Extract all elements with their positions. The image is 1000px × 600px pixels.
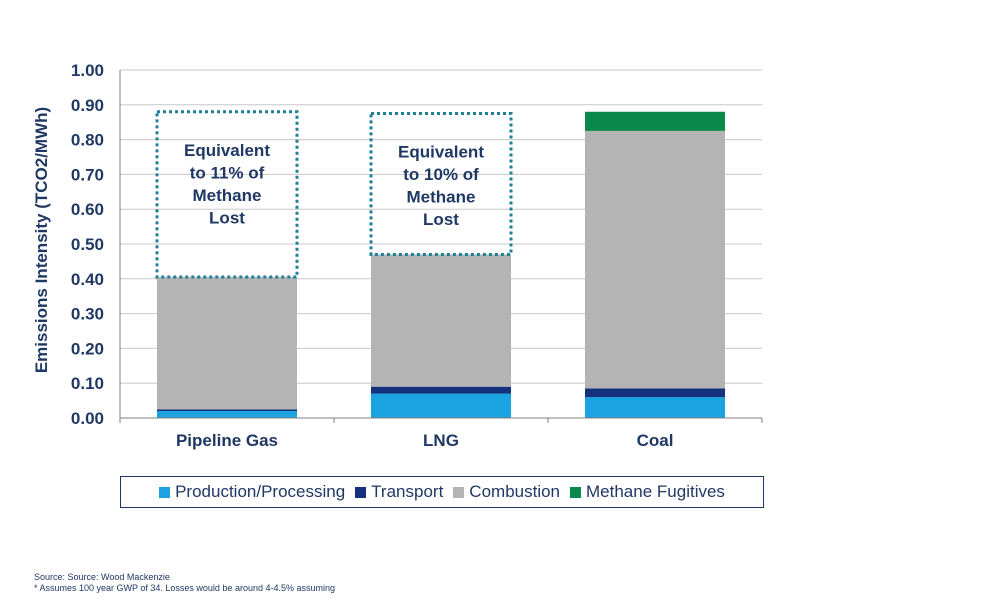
bars [157,111,725,418]
bar-segment [585,111,725,131]
y-tick-label: 0.80 [71,131,104,150]
annotation-text: Equivalent [184,141,270,160]
legend-swatch [355,486,367,498]
annotation-text: to 11% of [190,163,265,182]
annotation-text: Methane [407,188,476,207]
legend-swatch [453,486,465,498]
legend-swatch [570,486,582,498]
x-tick-label: Pipeline Gas [176,431,278,450]
y-tick-label: 0.60 [71,200,104,219]
annotations: Equivalent to 11% of Methane Lost Equivalent… [155,110,513,279]
bar-segment [157,409,297,412]
x-tick-label: LNG [423,431,459,450]
y-tick-label: 0.90 [71,96,104,115]
source-note: Source: Source: Wood Mackenzie [34,572,170,582]
bar-segment [585,397,725,418]
legend-label: Combustion [469,482,561,501]
y-tick-label: 1.00 [71,61,104,80]
annotation-box [369,112,513,256]
bar-segment [371,386,511,394]
bar-segment [371,254,511,387]
footnotes: Source: Source: Wood Mackenzie * Assumes… [34,572,335,594]
x-tick-label: Coal [637,431,674,450]
legend-label: Transport [371,482,444,501]
legend-item: Transport [355,482,443,502]
y-tick-label: 0.20 [71,339,104,358]
y-tick-label: 0.30 [71,305,104,324]
chart-area: Equivalent to 11% of Methane Lost Equivalent… [32,61,763,450]
annotation-text: Lost [209,208,245,227]
legend-item: Production/Processing [159,482,345,502]
legend-item: Methane Fugitives [570,482,725,502]
bar-segment [157,411,297,418]
bar-segment [585,388,725,398]
y-tick-label: 0.10 [71,374,104,393]
y-tick-label: 0.00 [71,409,104,428]
legend-swatch [159,486,171,498]
bar-segment [585,130,725,389]
legend-label: Production/Processing [175,482,346,501]
annotation-text: Methane [193,186,262,205]
annotation-text: to 10% of [403,165,479,184]
legend: Production/Processing Transport Combustion… [120,476,764,508]
bar-segment [157,277,297,410]
y-tick-label: 0.50 [71,235,104,254]
annotation-box [155,110,299,279]
annotation-text: Equivalent [398,143,484,162]
y-tick-label: 0.70 [71,165,104,184]
annotation-text: Lost [423,210,459,229]
bar-segment [371,393,511,418]
y-axis-label: Emissions Intensity (TCO2/MWh) [32,107,51,373]
legend-label: Methane Fugitives [586,482,725,501]
legend-item: Combustion [453,482,560,502]
y-tick-label: 0.40 [71,270,104,289]
axes: 0.00 0.10 0.20 0.30 0.40 0.50 0.60 0.70 0.80 0.90… [71,61,763,450]
assumption-note: * Assumes 100 year GWP of 34. Losses wou… [34,583,335,593]
